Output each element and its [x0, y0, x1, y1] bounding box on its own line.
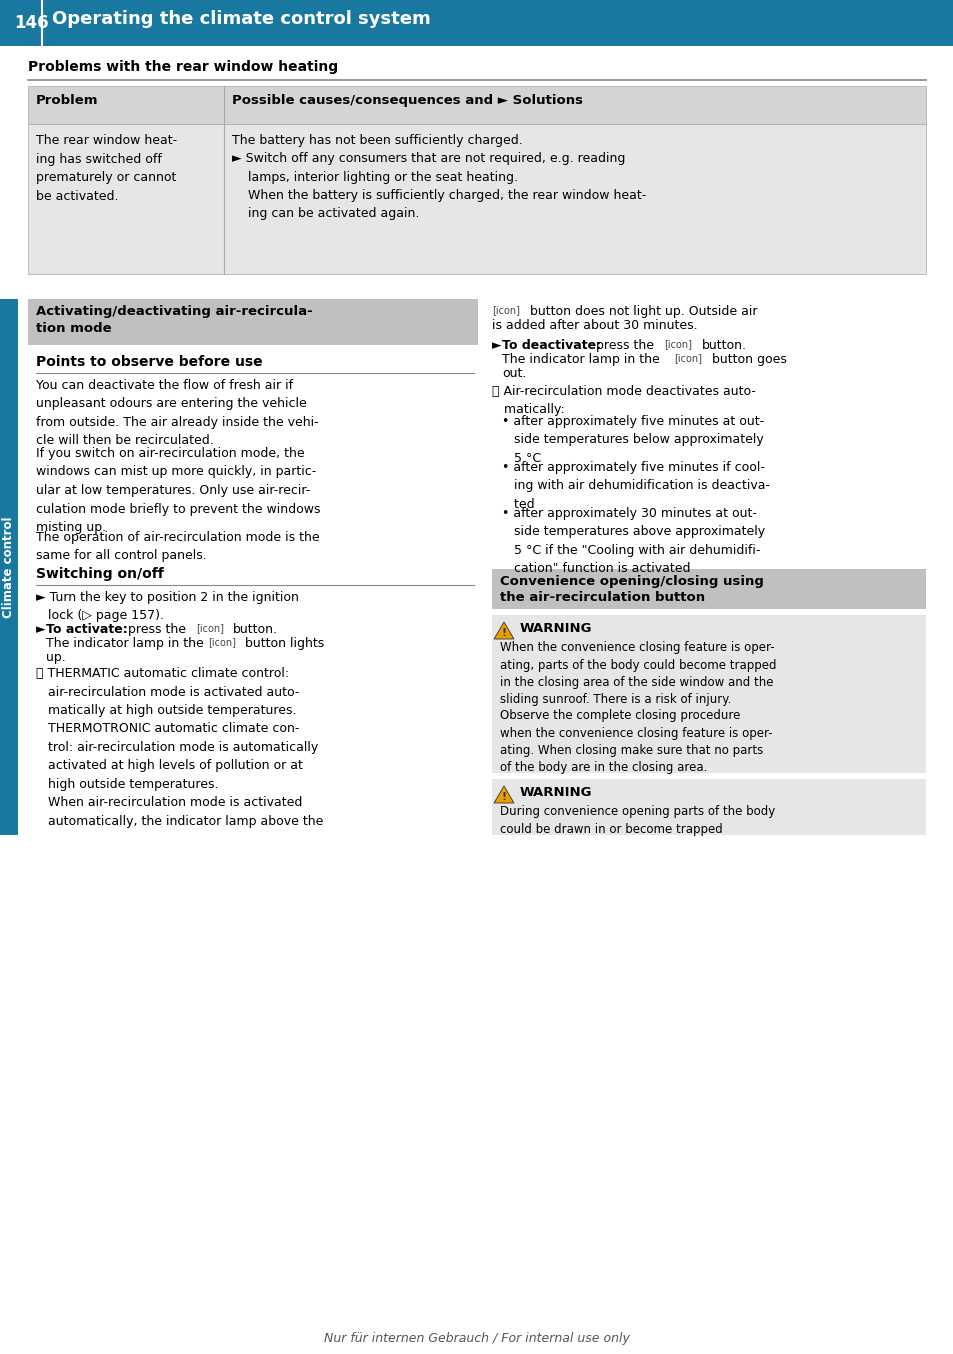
Text: You can deactivate the flow of fresh air if
unpleasant odours are entering the v: You can deactivate the flow of fresh air… — [36, 379, 318, 448]
Text: Climate control: Climate control — [3, 516, 15, 617]
Bar — [0, 0, 953, 46]
Text: Problems with the rear window heating: Problems with the rear window heating — [28, 60, 337, 74]
Text: ►: ► — [492, 338, 505, 352]
Text: button.: button. — [701, 338, 746, 352]
Text: Convenience opening/closing using: Convenience opening/closing using — [499, 575, 763, 588]
Text: When the convenience closing feature is oper-
ating, parts of the body could bec: When the convenience closing feature is … — [499, 640, 776, 707]
Text: Nur für internen Gebrauch / For internal use only: Nur für internen Gebrauch / For internal… — [324, 1332, 629, 1345]
Text: The battery has not been sufficiently charged.: The battery has not been sufficiently ch… — [232, 134, 522, 148]
Text: • after approximately 30 minutes at out-
   side temperatures above approximatel: • after approximately 30 minutes at out-… — [501, 506, 764, 575]
Text: The indicator lamp in the: The indicator lamp in the — [501, 353, 659, 366]
Bar — [28, 87, 925, 125]
Text: 146: 146 — [14, 14, 49, 32]
Text: Possible causes/consequences and ► Solutions: Possible causes/consequences and ► Solut… — [232, 93, 582, 107]
Text: [icon]: [icon] — [195, 623, 224, 634]
Text: the air-recirculation button: the air-recirculation button — [499, 590, 704, 604]
Text: [icon]: [icon] — [492, 305, 519, 315]
Text: button goes: button goes — [711, 353, 786, 366]
Bar — [28, 125, 925, 274]
Text: Points to observe before use: Points to observe before use — [36, 355, 262, 370]
Text: [icon]: [icon] — [663, 338, 691, 349]
Text: [icon]: [icon] — [208, 636, 235, 647]
Text: Switching on/off: Switching on/off — [36, 567, 164, 581]
Text: is added after about 30 minutes.: is added after about 30 minutes. — [492, 320, 697, 332]
Text: button does not light up. Outside air: button does not light up. Outside air — [530, 305, 757, 318]
Text: The operation of air-recirculation mode is the
same for all control panels.: The operation of air-recirculation mode … — [36, 531, 319, 562]
Polygon shape — [494, 621, 514, 639]
Text: ⓘ Air-recirculation mode deactivates auto-
   matically:: ⓘ Air-recirculation mode deactivates aut… — [492, 385, 755, 417]
Text: Operating the climate control system: Operating the climate control system — [52, 9, 431, 28]
Text: button.: button. — [233, 623, 277, 636]
Text: ►: ► — [36, 623, 50, 636]
Text: To deactivate:: To deactivate: — [501, 338, 600, 352]
Text: button lights: button lights — [245, 636, 324, 650]
Bar — [492, 615, 925, 773]
Text: If you switch on air-recirculation mode, the
windows can mist up more quickly, i: If you switch on air-recirculation mode,… — [36, 447, 320, 533]
Text: WARNING: WARNING — [519, 787, 592, 799]
Text: Problem: Problem — [36, 93, 98, 107]
Text: press the: press the — [596, 338, 654, 352]
Text: ► Turn the key to position 2 in the ignition
   lock (▷ page 157).: ► Turn the key to position 2 in the igni… — [36, 590, 298, 623]
Text: ⓘ THERMATIC automatic climate control:
   air-recirculation mode is activated au: ⓘ THERMATIC automatic climate control: a… — [36, 668, 323, 829]
Text: • after approximately five minutes if cool-
   ing with air dehumidification is : • after approximately five minutes if co… — [501, 460, 769, 510]
Text: • after approximately five minutes at out-
   side temperatures below approximat: • after approximately five minutes at ou… — [501, 414, 763, 464]
Text: Observe the complete closing procedure
when the convenience closing feature is o: Observe the complete closing procedure w… — [499, 709, 772, 774]
Bar — [28, 299, 477, 345]
Bar — [0, 299, 18, 835]
Text: [icon]: [icon] — [673, 353, 701, 363]
Polygon shape — [494, 787, 514, 803]
Text: !: ! — [501, 792, 506, 802]
Text: !: ! — [501, 628, 506, 638]
Text: ► Switch off any consumers that are not required, e.g. reading
    lamps, interi: ► Switch off any consumers that are not … — [232, 152, 645, 221]
Text: The rear window heat-
ing has switched off
prematurely or cannot
be activated.: The rear window heat- ing has switched o… — [36, 134, 177, 203]
Bar — [492, 569, 925, 609]
Text: out.: out. — [501, 367, 526, 380]
Text: WARNING: WARNING — [519, 621, 592, 635]
Text: up.: up. — [46, 651, 66, 663]
Text: Activating/deactivating air-recircula-
tion mode: Activating/deactivating air-recircula- t… — [36, 305, 313, 334]
Text: To activate:: To activate: — [46, 623, 128, 636]
Text: The indicator lamp in the: The indicator lamp in the — [46, 636, 204, 650]
Bar — [492, 779, 925, 835]
Text: press the: press the — [128, 623, 186, 636]
Text: During convenience opening parts of the body
could be drawn in or become trapped: During convenience opening parts of the … — [499, 806, 775, 835]
